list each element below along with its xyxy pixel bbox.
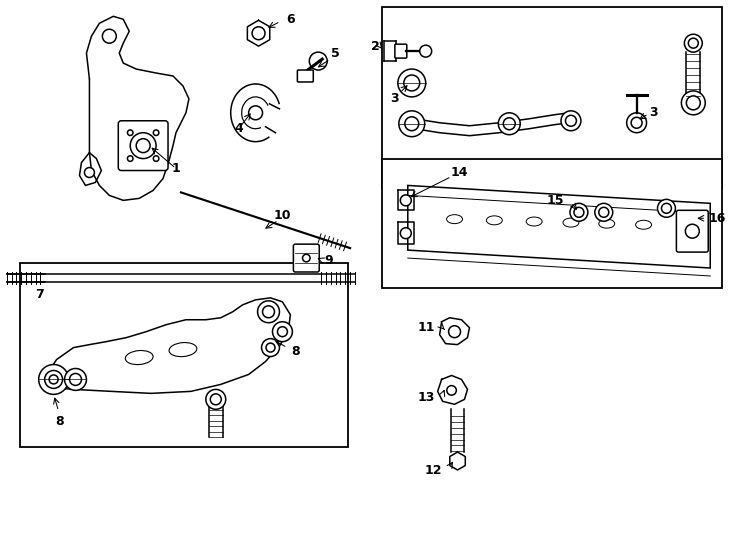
Circle shape: [681, 91, 705, 115]
Circle shape: [84, 167, 95, 178]
Circle shape: [70, 374, 81, 386]
Bar: [20, 263, 348, 447]
Circle shape: [504, 118, 515, 130]
Ellipse shape: [487, 216, 502, 225]
Ellipse shape: [169, 342, 197, 356]
Circle shape: [272, 322, 292, 342]
Circle shape: [405, 117, 418, 131]
FancyBboxPatch shape: [294, 244, 319, 272]
FancyBboxPatch shape: [395, 44, 407, 58]
Circle shape: [688, 38, 698, 48]
Circle shape: [565, 116, 576, 126]
Circle shape: [211, 394, 221, 405]
FancyBboxPatch shape: [297, 70, 313, 82]
Ellipse shape: [563, 218, 579, 227]
Circle shape: [447, 386, 457, 395]
Text: 8: 8: [291, 345, 299, 358]
Circle shape: [448, 326, 460, 338]
Circle shape: [398, 69, 426, 97]
Ellipse shape: [446, 215, 462, 224]
Text: 10: 10: [274, 209, 291, 222]
Circle shape: [263, 306, 275, 318]
Text: 6: 6: [286, 13, 295, 26]
Circle shape: [498, 113, 520, 134]
Text: 8: 8: [55, 415, 64, 428]
Circle shape: [399, 111, 425, 137]
Circle shape: [309, 52, 327, 70]
Circle shape: [661, 204, 672, 213]
Circle shape: [686, 224, 700, 238]
Circle shape: [258, 301, 280, 323]
Circle shape: [574, 207, 584, 217]
Circle shape: [102, 29, 116, 43]
Circle shape: [302, 254, 310, 262]
Circle shape: [249, 106, 263, 120]
Text: 16: 16: [708, 212, 726, 225]
Circle shape: [65, 368, 87, 390]
Circle shape: [128, 156, 133, 161]
Text: 11: 11: [417, 321, 435, 334]
Circle shape: [252, 27, 265, 40]
Text: 4: 4: [234, 122, 243, 135]
Circle shape: [599, 207, 608, 217]
Text: 1: 1: [172, 162, 181, 175]
Circle shape: [128, 130, 133, 136]
Text: 2: 2: [371, 39, 379, 53]
Circle shape: [400, 195, 411, 206]
Circle shape: [39, 364, 68, 394]
Circle shape: [153, 130, 159, 136]
Ellipse shape: [126, 350, 153, 365]
Text: 12: 12: [424, 464, 442, 477]
Circle shape: [631, 117, 642, 128]
Circle shape: [206, 389, 226, 409]
Text: 3: 3: [649, 106, 658, 119]
Circle shape: [686, 96, 700, 110]
Bar: [382, 8, 722, 188]
Ellipse shape: [599, 219, 614, 228]
Circle shape: [561, 111, 581, 131]
Text: 15: 15: [547, 194, 564, 207]
FancyBboxPatch shape: [677, 210, 708, 252]
Text: 9: 9: [324, 254, 333, 267]
Text: 14: 14: [451, 166, 468, 179]
Bar: [382, 159, 722, 288]
Circle shape: [266, 343, 275, 352]
Polygon shape: [408, 185, 711, 268]
Text: 5: 5: [331, 46, 340, 59]
Text: 3: 3: [390, 92, 399, 105]
Circle shape: [49, 375, 58, 384]
FancyBboxPatch shape: [118, 121, 168, 171]
Circle shape: [420, 45, 432, 57]
Ellipse shape: [526, 217, 542, 226]
Circle shape: [400, 228, 411, 239]
Circle shape: [45, 370, 62, 388]
Circle shape: [684, 34, 702, 52]
Circle shape: [627, 113, 647, 133]
Text: 13: 13: [417, 391, 435, 404]
Circle shape: [595, 204, 613, 221]
Circle shape: [277, 327, 288, 336]
Circle shape: [570, 204, 588, 221]
Text: 7: 7: [35, 288, 44, 301]
Ellipse shape: [636, 220, 652, 229]
Circle shape: [404, 75, 420, 91]
Circle shape: [658, 199, 675, 217]
Circle shape: [137, 139, 150, 153]
Circle shape: [153, 156, 159, 161]
Circle shape: [261, 339, 280, 356]
Circle shape: [130, 133, 156, 159]
